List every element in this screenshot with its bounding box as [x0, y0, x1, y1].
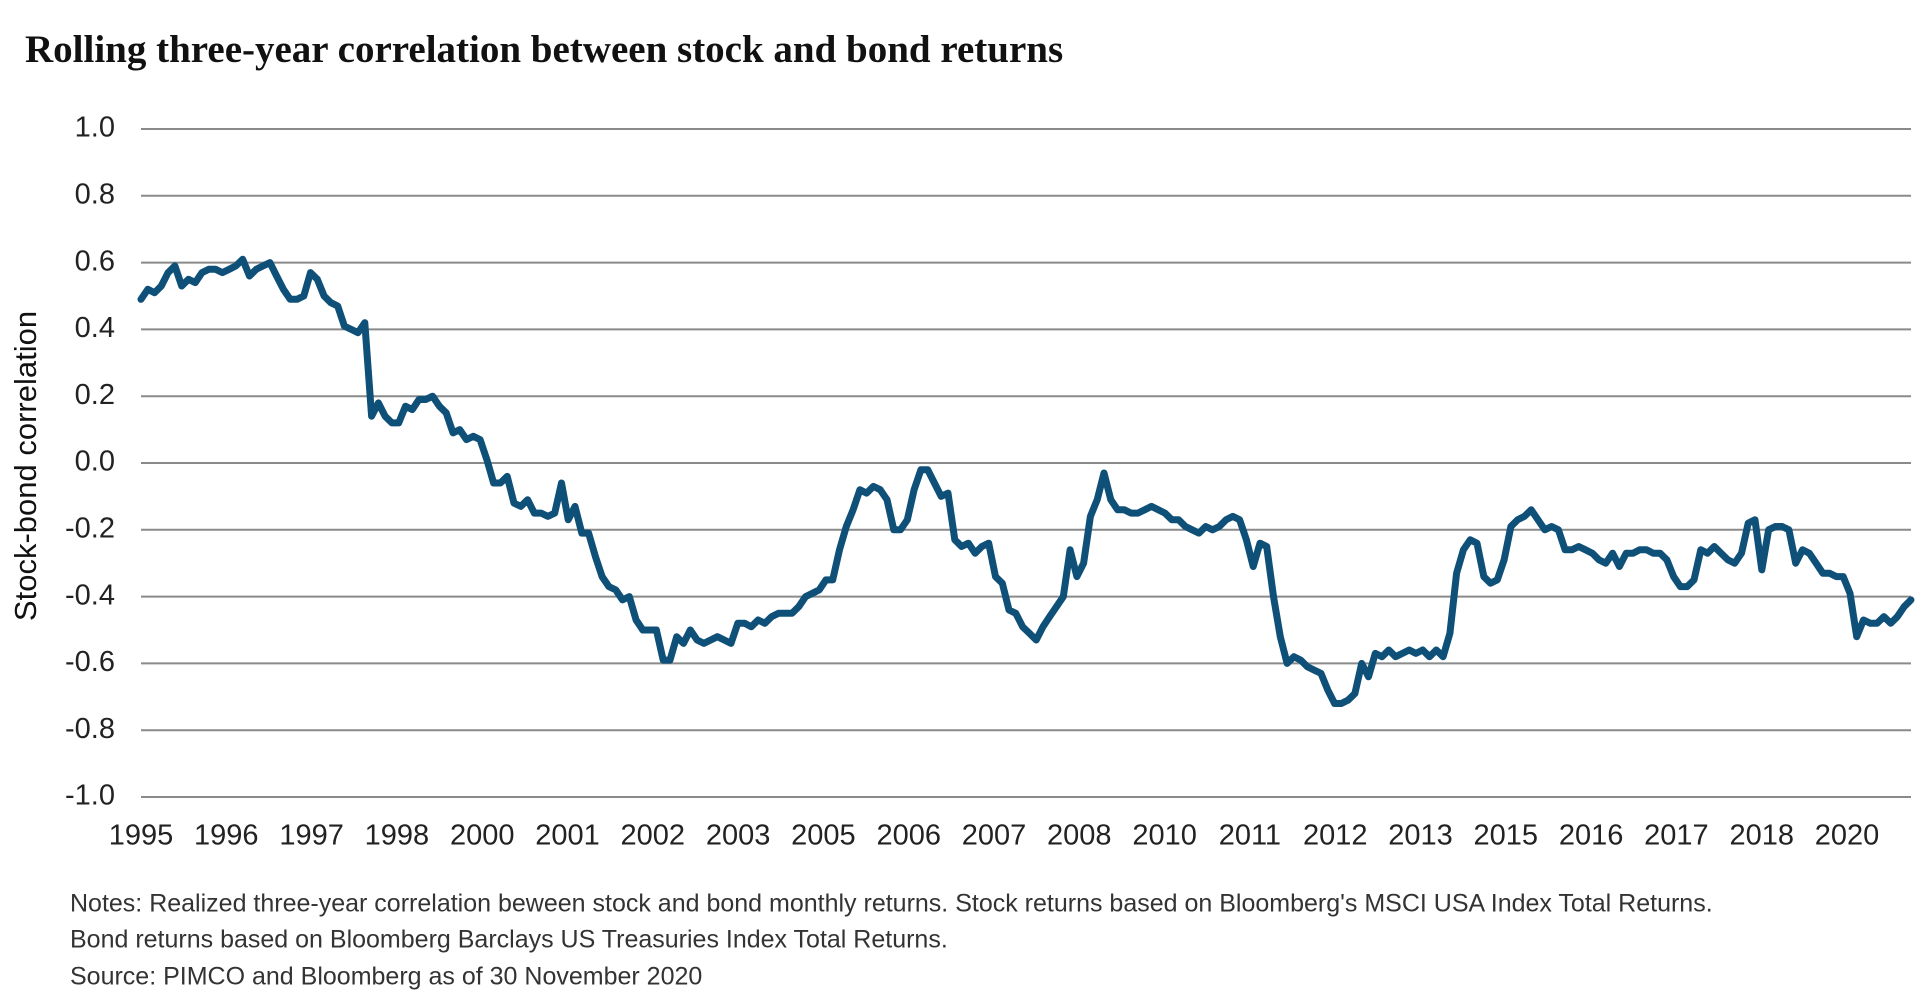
x-tick-label: 2002: [621, 820, 686, 852]
x-tick-label: 2013: [1388, 820, 1453, 852]
y-tick-label: 0.8: [75, 178, 115, 210]
y-tick-label: 0.0: [75, 446, 115, 478]
y-tick-label: -0.2: [65, 512, 115, 544]
y-tick-label: 1.0: [75, 112, 115, 144]
y-tick-label: -0.8: [65, 713, 115, 745]
x-tick-label: 1995: [109, 820, 174, 852]
x-tick-label: 2006: [876, 820, 941, 852]
x-tick-label: 2015: [1474, 820, 1539, 852]
x-tick-label: 2000: [450, 820, 515, 852]
x-tick-label: 2016: [1559, 820, 1624, 852]
note: Notes: Realized three-year correlation b…: [70, 890, 1713, 918]
x-tick-label: 2012: [1303, 820, 1368, 852]
x-tick-label: 2017: [1644, 820, 1709, 852]
line-series: [137, 255, 1915, 707]
x-tick-label: 2018: [1729, 820, 1794, 852]
y-tick-label: 0.4: [75, 312, 115, 344]
y-tick-label: -0.4: [65, 579, 115, 611]
y-tick-label: -1.0: [65, 780, 115, 812]
x-tick-label: 2010: [1132, 820, 1197, 852]
note: Source: PIMCO and Bloomberg as of 30 Nov…: [70, 963, 702, 991]
x-tick-label: 2005: [791, 820, 856, 852]
x-tick-label: 2008: [1047, 820, 1112, 852]
note: Bond returns based on Bloomberg Barclays…: [70, 926, 948, 954]
x-tick-label: 2003: [706, 820, 771, 852]
x-tick-label: 2001: [535, 820, 600, 852]
y-tick-label: 0.6: [75, 245, 115, 277]
y-tick-label: 0.2: [75, 379, 115, 411]
x-tick-label: 1996: [194, 820, 259, 852]
y-tick-label: -0.6: [65, 646, 115, 678]
x-tick-label: 1997: [279, 820, 344, 852]
y-axis-label: Stock-bond correlation: [8, 311, 43, 621]
x-tick-label: 2011: [1219, 820, 1281, 852]
x-tick-label: 2020: [1815, 820, 1880, 852]
chart-title: Rolling three-year correlation between s…: [25, 28, 1063, 71]
x-tick-label: 1998: [365, 820, 430, 852]
x-tick-label: 2007: [962, 820, 1027, 852]
